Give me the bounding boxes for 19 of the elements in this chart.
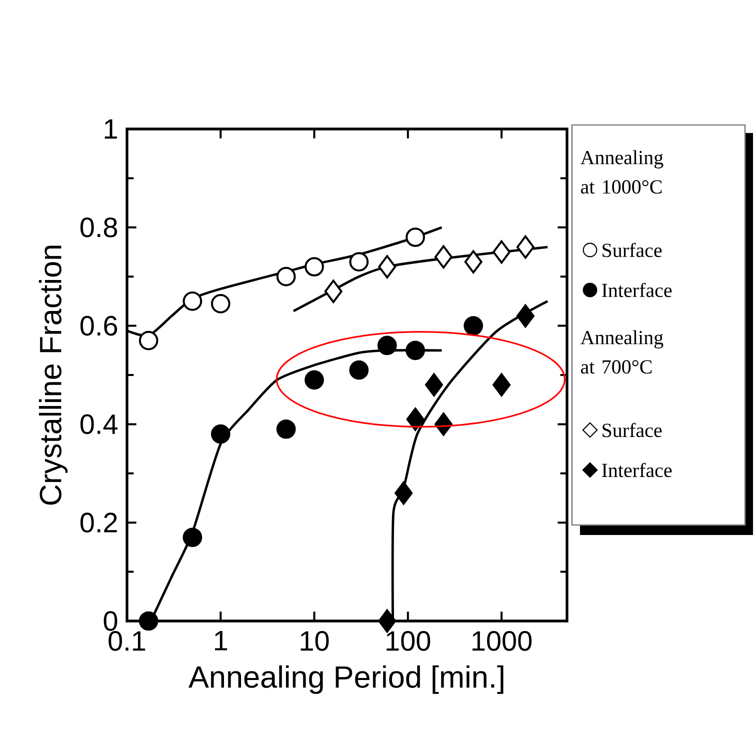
legend-label: Surface [602,242,662,258]
x-tick-label: 1 [214,631,228,650]
x-tick-label: 10 [300,631,329,651]
y-tick-label: 0.8 [80,217,118,238]
x-axis-title: Annealing Period [min.] [188,665,504,694]
y-tick-label: 0.2 [80,512,117,533]
x-tick-label: 100 [386,631,430,651]
x-tick-label: 0.1 [108,631,146,651]
legend-label: Interface [602,282,672,298]
y-tick-label: 0 [104,611,118,631]
legend-label: Interface [602,462,672,478]
y-tick-label: 0.6 [80,316,118,336]
y-tick-label: 0.4 [80,414,118,434]
text: Annealing at 1000°C [580,150,664,194]
y-tick-label: 1 [104,119,117,139]
y-axis-title: Crystalline Fraction [38,246,68,505]
x-tick-label: 1000 [472,631,532,651]
legend-label: Surface [602,422,662,438]
text: Annealing at 700°C [580,330,664,374]
